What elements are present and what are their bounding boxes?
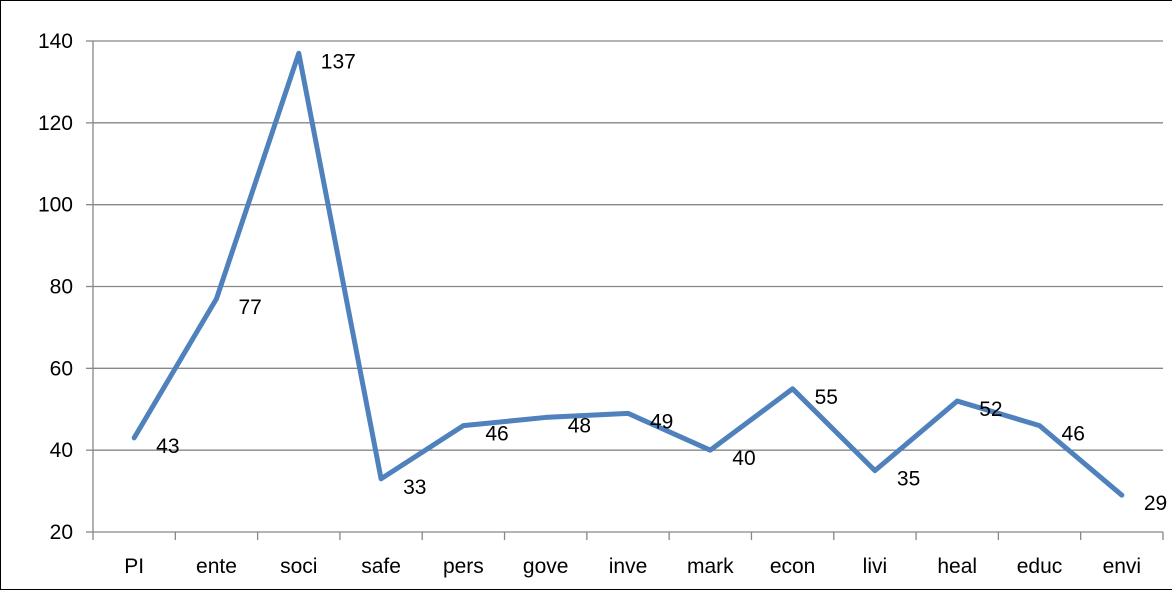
- x-tick-label: gove: [523, 555, 569, 578]
- x-tick-label: safe: [361, 555, 401, 578]
- data-label: 33: [403, 476, 426, 499]
- data-labels: 43 77 137 33 46 48 49 40 55 35 52 46 29: [156, 50, 1167, 515]
- x-tick-label: inve: [609, 555, 648, 578]
- data-label: 40: [732, 447, 755, 470]
- y-tick-label: 120: [38, 112, 73, 135]
- x-tick-label: pers: [443, 555, 484, 578]
- x-tick-label: envi: [1103, 555, 1142, 578]
- y-tick-label: 60: [50, 357, 73, 380]
- data-label: 46: [1062, 423, 1085, 446]
- y-tick-label: 80: [50, 276, 73, 299]
- data-label: 52: [979, 398, 1002, 421]
- x-tick-label: econ: [770, 555, 816, 578]
- data-label: 77: [238, 296, 261, 319]
- y-axis-ticks: 20 40 60 80 100 120 140: [38, 30, 93, 544]
- data-label: 55: [815, 386, 838, 409]
- gridlines: [93, 41, 1163, 450]
- x-tick-label: heal: [937, 555, 977, 578]
- x-axis-ticks: PI ente soci safe pers gove inve mark econ livi he…: [93, 532, 1163, 578]
- x-tick-label: livi: [863, 555, 888, 578]
- x-tick-label: mark: [687, 555, 734, 578]
- series-line: [134, 53, 1122, 495]
- y-tick-label: 20: [50, 521, 73, 544]
- data-label: 46: [485, 423, 508, 446]
- x-tick-label: soci: [280, 555, 317, 578]
- data-label: 43: [156, 435, 179, 458]
- data-label: 137: [321, 50, 356, 73]
- data-label: 48: [568, 414, 591, 437]
- x-tick-label: ente: [196, 555, 237, 578]
- y-tick-label: 140: [38, 30, 73, 53]
- x-tick-label: educ: [1017, 555, 1063, 578]
- series-group: [134, 53, 1122, 495]
- data-label: 35: [897, 468, 920, 491]
- x-tick-label: PI: [124, 555, 144, 578]
- data-label: 29: [1144, 492, 1167, 515]
- y-tick-label: 40: [50, 439, 73, 462]
- y-tick-label: 100: [38, 194, 73, 217]
- data-label: 49: [650, 410, 673, 433]
